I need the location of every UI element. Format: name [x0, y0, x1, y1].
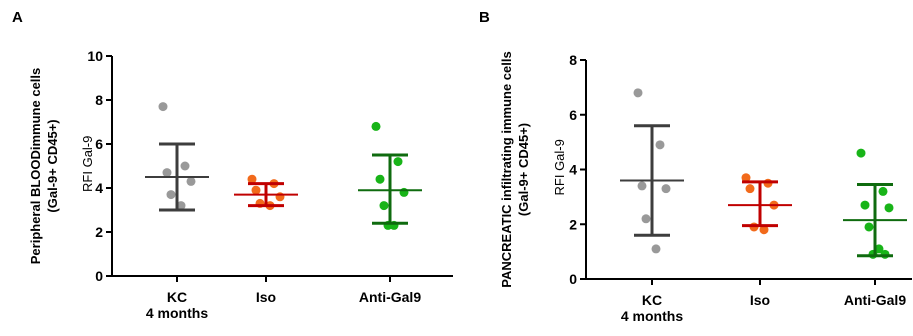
- data-point: [158, 102, 168, 112]
- data-point: [641, 214, 651, 224]
- x-tick-label: Anti-Gal9: [844, 292, 906, 308]
- data-point: [661, 184, 671, 194]
- data-point: [864, 222, 874, 232]
- group-iso: Iso: [234, 174, 298, 305]
- data-point: [162, 168, 172, 178]
- y-tick-label: 8: [569, 52, 577, 68]
- panel-a: A Peripheral BLOODimmune cells (Gal-9+ CD4…: [12, 9, 453, 321]
- group-anti-gal9: Anti-Gal9: [358, 121, 422, 305]
- data-point: [741, 173, 751, 183]
- data-point: [651, 244, 661, 254]
- y-tick-label: 8: [95, 92, 103, 108]
- data-point: [166, 190, 176, 200]
- x-tick-label: Iso: [750, 292, 770, 308]
- data-point: [251, 185, 261, 195]
- data-point: [247, 174, 257, 184]
- y-axis-title: RFI Gal-9: [552, 139, 567, 195]
- x-tick-label: KC: [642, 292, 662, 308]
- x-tick-label: 4 months: [146, 305, 208, 321]
- y-tick-label: 6: [569, 107, 577, 123]
- data-point: [878, 186, 888, 196]
- data-point: [176, 201, 186, 211]
- data-point: [759, 225, 769, 235]
- y-axis-label-line-2: (Gal-9+ CD45+): [516, 123, 531, 216]
- group-anti-gal9: Anti-Gal9: [843, 148, 907, 308]
- y-axis-label-line-2: (Gal-9+ CD45+): [45, 119, 60, 212]
- y-tick-label: 0: [569, 271, 577, 287]
- data-point: [371, 121, 381, 131]
- x-tick-label: KC: [167, 289, 187, 305]
- data-point: [393, 157, 403, 167]
- y-tick-label: 6: [95, 136, 103, 152]
- data-point: [186, 176, 196, 186]
- y-axis-label-line-1: Peripheral BLOODimmune cells: [28, 68, 43, 265]
- panel-label: A: [12, 9, 23, 26]
- data-point: [860, 200, 870, 210]
- data-point: [379, 201, 389, 211]
- data-point: [884, 203, 894, 213]
- y-axis-title: RFI Gal-9: [80, 136, 95, 192]
- y-axis-label-line-1: PANCREATIC infiltrating immune cells: [499, 51, 514, 287]
- x-tick-label: Anti-Gal9: [359, 289, 421, 305]
- group-kc: KC4 months: [620, 88, 684, 324]
- data-point: [180, 161, 190, 171]
- data-point: [633, 88, 643, 98]
- y-tick-label: 0: [95, 268, 103, 284]
- data-point: [637, 181, 647, 191]
- group-iso: Iso: [728, 173, 792, 308]
- y-tick-label: 2: [569, 216, 577, 232]
- data-point: [375, 174, 385, 184]
- data-point: [856, 148, 866, 158]
- y-tick-label: 4: [95, 180, 103, 196]
- x-tick-label: Iso: [256, 289, 276, 305]
- data-point: [655, 140, 665, 150]
- data-point: [874, 244, 884, 254]
- data-point: [745, 184, 755, 194]
- y-tick-label: 4: [569, 162, 577, 178]
- group-kc: KC4 months: [145, 102, 209, 321]
- x-tick-label: 4 months: [621, 308, 683, 324]
- y-tick-label: 10: [87, 48, 103, 64]
- panel-label: B: [479, 9, 490, 26]
- y-tick-label: 2: [95, 224, 103, 240]
- panel-b: B PANCREATIC infiltrating immune cells (Ga…: [479, 9, 912, 324]
